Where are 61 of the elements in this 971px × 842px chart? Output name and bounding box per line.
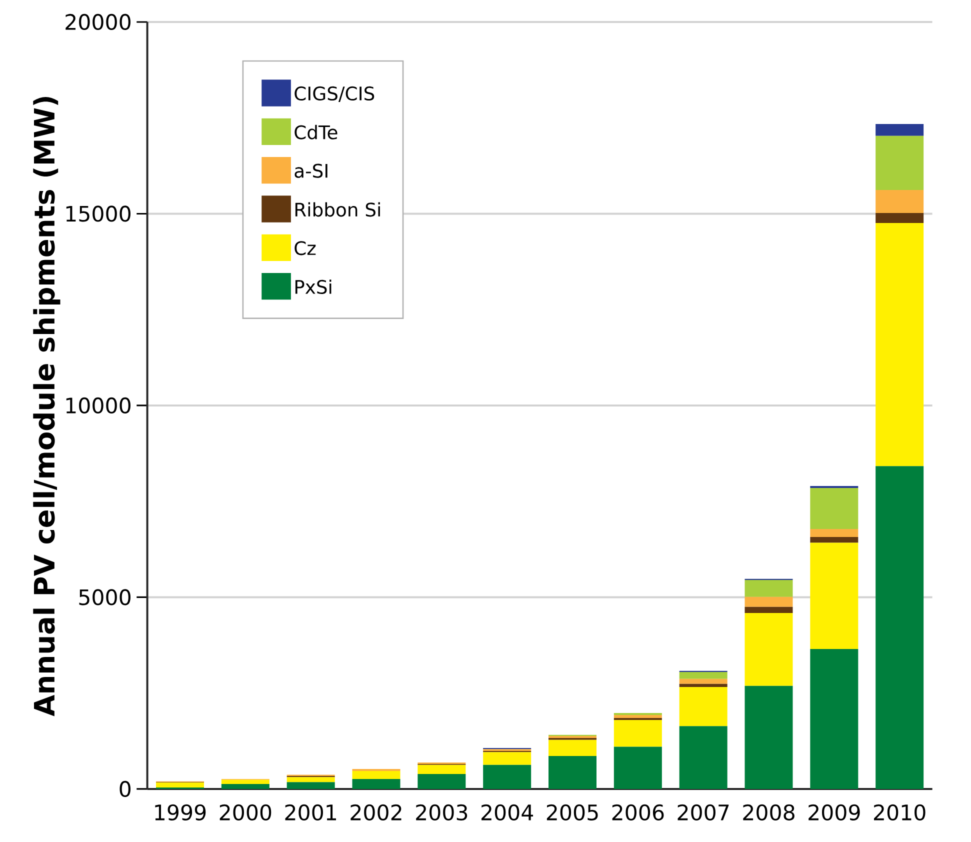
x-tick-label: 2010 (874, 804, 926, 820)
x-tick-label: 1999 (155, 804, 206, 820)
bar (286, 777, 335, 782)
bar (876, 190, 924, 213)
bar (744, 580, 793, 597)
bar (483, 752, 532, 765)
bar (614, 720, 662, 747)
bar (679, 678, 728, 684)
y-axis-title: Annual PV cell/module shipments (MW) (33, 96, 60, 716)
bar (483, 764, 532, 789)
bar (744, 596, 793, 607)
legend-label: Cz (294, 241, 316, 256)
bar (679, 726, 728, 789)
x-tick-label: 2002 (350, 804, 402, 820)
bar (876, 212, 924, 223)
x-tick-label: 2001 (285, 804, 336, 820)
bar (418, 764, 466, 774)
bar (156, 782, 204, 788)
bar (876, 124, 924, 136)
legend-label: CIGS/CIS (294, 86, 374, 102)
legend-label: a-SI (294, 164, 328, 178)
bar (679, 684, 728, 687)
legend-label: CdTe (294, 124, 338, 140)
bar (221, 784, 270, 789)
bar (614, 714, 662, 718)
bar (876, 136, 924, 190)
y-tick-label: 10000 (66, 397, 130, 414)
x-tick-label: 2005 (546, 804, 598, 820)
bar (418, 774, 466, 789)
x-tick-label: 2007 (678, 804, 729, 820)
x-tick-label: 2008 (743, 804, 794, 820)
y-tick-label: 15000 (66, 206, 130, 222)
bar (810, 528, 858, 538)
bar (286, 782, 335, 789)
x-tick-label: 2000 (220, 804, 272, 820)
y-tick-label: 5000 (79, 589, 130, 606)
legend-label: Ribbon Si (295, 202, 380, 217)
bar (744, 612, 793, 686)
bar (679, 672, 728, 679)
bar (221, 780, 270, 784)
bar (548, 756, 596, 789)
bar (548, 740, 596, 756)
bar (810, 649, 858, 789)
bar (810, 488, 858, 529)
bar (614, 746, 662, 789)
bar (810, 537, 858, 543)
y-tick-label: 0 (120, 780, 130, 798)
bar (352, 779, 400, 789)
y-tick-label: 20000 (66, 14, 130, 30)
bar (352, 770, 400, 780)
bar (744, 686, 793, 789)
bar (744, 606, 793, 613)
bar (876, 466, 924, 789)
x-tick-label: 2006 (612, 804, 664, 820)
bar (876, 222, 924, 466)
x-tick-label: 2004 (482, 804, 534, 820)
x-tick-label: 2003 (416, 804, 468, 820)
bar (810, 542, 858, 650)
legend-label: PxSi (295, 280, 332, 294)
x-tick-label: 2009 (808, 804, 860, 820)
bar (679, 686, 728, 726)
